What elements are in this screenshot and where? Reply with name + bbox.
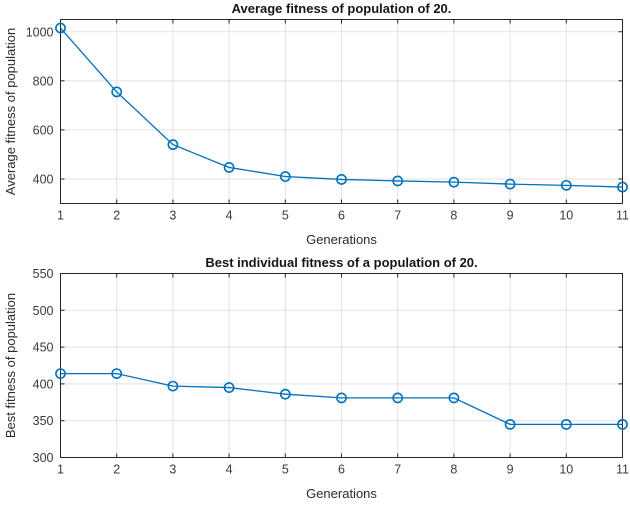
data-point-marker <box>223 162 235 173</box>
best-fitness-plot-area: 1 2 3 4 5 6 7 8 9 10 11 300 350 400 450 500 550 <box>33 267 629 477</box>
x-tick-label: 2 <box>113 463 120 477</box>
x-tick-label: 4 <box>226 209 233 223</box>
data-point-marker <box>504 178 516 190</box>
y-tick-label: 400 <box>33 377 54 391</box>
x-tick-label: 6 <box>338 463 345 477</box>
x-tick-label: 5 <box>282 209 289 223</box>
y-tick-label: 600 <box>33 123 54 137</box>
data-point-marker <box>392 392 404 404</box>
chart-title: Best individual fitness of a population … <box>205 255 478 270</box>
y-tick-label: 1000 <box>26 25 54 39</box>
y-tick-label: 300 <box>33 451 54 465</box>
data-line <box>60 372 623 426</box>
data-point-marker <box>504 418 516 430</box>
x-tick-label: 1 <box>57 209 64 223</box>
x-tick-label: 6 <box>338 209 345 223</box>
x-tick-label: 10 <box>559 209 573 223</box>
x-tick-label: 9 <box>507 463 514 477</box>
x-tick-label: 11 <box>616 463 629 477</box>
y-tick-label: 350 <box>33 414 54 428</box>
y-tick-label: 400 <box>33 172 54 186</box>
data-point-marker <box>167 380 179 392</box>
x-tick-label: 8 <box>450 463 457 477</box>
x-tick-label: 5 <box>282 463 289 477</box>
best-fitness-subplot: 1 2 3 4 5 6 7 8 9 10 11 300 350 400 450 500 550 Best ind… <box>0 254 630 508</box>
data-point-marker <box>111 86 123 98</box>
y-tick-label: 450 <box>33 341 54 355</box>
data-point-marker <box>560 418 572 430</box>
data-point-marker <box>448 176 460 188</box>
x-axis-label: Generations <box>306 486 377 501</box>
data-point-marker <box>279 388 291 400</box>
data-point-marker <box>448 392 460 404</box>
data-point-marker <box>392 175 404 187</box>
y-axis-label: Best fitness of population <box>3 292 18 439</box>
x-tick-label: 4 <box>226 463 233 477</box>
data-point-marker <box>167 139 179 151</box>
y-tick-label: 550 <box>33 267 54 281</box>
x-tick-label: 8 <box>450 209 457 223</box>
x-tick-label: 9 <box>507 209 514 223</box>
average-fitness-plot-area: 1 2 3 4 5 6 7 8 9 10 11 400 600 800 1000 <box>26 19 629 223</box>
y-axis-label: Average fitness of population <box>3 27 18 196</box>
data-point-marker <box>617 181 628 193</box>
x-tick-label: 10 <box>559 463 573 477</box>
data-line <box>60 27 623 188</box>
x-axis-label: Generations <box>306 232 377 247</box>
data-point-marker <box>223 382 235 393</box>
x-tick-label: 1 <box>57 463 64 477</box>
average-fitness-subplot: 1 2 3 4 5 6 7 8 9 10 11 400 600 800 1000 Average fitne… <box>3 1 629 247</box>
data-point-marker <box>336 392 347 404</box>
y-tick-label: 800 <box>33 74 54 88</box>
x-tick-label: 3 <box>169 463 176 477</box>
x-tick-label: 3 <box>169 209 176 223</box>
data-point-marker <box>279 171 291 182</box>
data-point-marker <box>55 22 66 34</box>
x-tick-label: 7 <box>394 209 401 223</box>
x-tick-label: 11 <box>616 209 629 223</box>
data-point-marker <box>336 174 347 185</box>
y-tick-label: 500 <box>33 304 54 318</box>
data-point-marker <box>617 418 628 430</box>
x-tick-label: 2 <box>113 209 120 223</box>
data-point-marker <box>55 368 66 379</box>
chart-title: Average fitness of population of 20. <box>231 1 452 16</box>
data-point-marker <box>560 179 572 191</box>
x-tick-label: 7 <box>394 463 401 477</box>
data-point-marker <box>111 368 123 379</box>
